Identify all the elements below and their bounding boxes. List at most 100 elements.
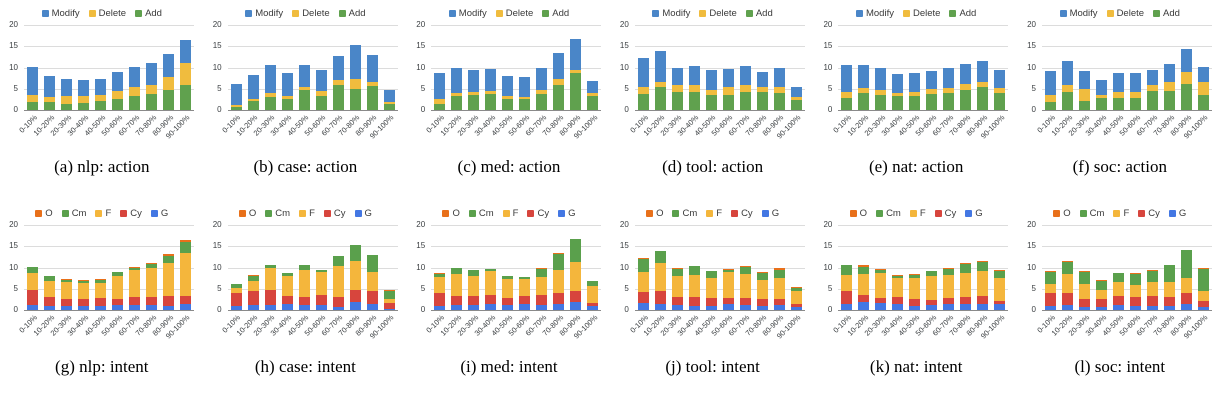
legend-label: O bbox=[859, 207, 868, 219]
bar-segment-cm bbox=[570, 239, 582, 263]
bar-segment-cy bbox=[688, 296, 700, 306]
plot-wrap: 0 5 10 15 20 bbox=[204, 221, 408, 314]
bar-segment-o bbox=[858, 265, 870, 267]
bar-segment-o bbox=[1078, 271, 1090, 273]
stacked-bar bbox=[44, 76, 55, 110]
x-axis: 0-10% 10-20% 20-30% 30-40% 40-50% 50-60% 60-70… bbox=[628, 111, 805, 155]
stacked-bar bbox=[654, 251, 666, 310]
chart-panel: O Cm F Cy G 0 5 10 15 20 0-10% 10-20% 20-30% 30-40%… bbox=[611, 200, 815, 400]
plot-wrap: 0 5 10 15 20 bbox=[407, 221, 611, 314]
bar-segment-f bbox=[722, 272, 734, 298]
bar-segment-f bbox=[112, 276, 123, 299]
bar-segment-cm bbox=[1061, 262, 1073, 275]
y-tick-label: 20 bbox=[212, 20, 222, 29]
y-tick-label: 0 bbox=[420, 305, 426, 314]
y-tick-label: 20 bbox=[416, 220, 426, 229]
stacked-bar bbox=[587, 281, 599, 310]
gridline bbox=[634, 246, 805, 248]
plot-wrap: 0 5 10 15 20 bbox=[0, 21, 204, 114]
stacked-bar bbox=[841, 64, 853, 110]
bar-segment-delete bbox=[773, 86, 785, 93]
bar-segment-cy bbox=[756, 298, 768, 306]
bar-segment-g bbox=[892, 303, 904, 310]
bar-segment-g bbox=[705, 305, 717, 310]
legend-label: Delete bbox=[1116, 7, 1145, 19]
bar-segment-o bbox=[1163, 264, 1175, 266]
stacked-bar bbox=[383, 90, 395, 110]
bar-segment-cm bbox=[485, 269, 497, 271]
gridline bbox=[431, 246, 602, 248]
bar-segment-f bbox=[230, 287, 242, 294]
y-tick-label: 0 bbox=[624, 305, 629, 314]
gridline bbox=[24, 25, 194, 26]
stacked-bar bbox=[264, 64, 276, 110]
bar-segment-cy bbox=[790, 304, 802, 307]
bar-segment-cy bbox=[570, 290, 582, 302]
plot-area bbox=[634, 225, 805, 311]
bar-segment-modify bbox=[180, 40, 191, 64]
y-tick-label: 5 bbox=[827, 283, 833, 293]
legend-item-f: F bbox=[706, 208, 722, 219]
bar-segment-f bbox=[281, 275, 293, 296]
legend-label: Delete bbox=[98, 7, 127, 19]
legend-swatch-icon bbox=[150, 209, 158, 217]
bar-segment-delete bbox=[790, 96, 802, 101]
bar-segment-g bbox=[688, 305, 700, 310]
legend-item-o: O bbox=[35, 208, 53, 219]
stacked-bar bbox=[129, 266, 140, 310]
chart-caption: (k) nat: intent bbox=[869, 357, 963, 376]
bar-segment-f bbox=[1129, 285, 1141, 297]
bar-segment-modify bbox=[315, 69, 327, 91]
bar-segment-add bbox=[451, 95, 463, 110]
bar-segment-delete bbox=[468, 91, 480, 95]
chart-caption: (b) case: action bbox=[253, 157, 358, 176]
chart-panel: Modify Delete Add 0 5 10 15 20 0-10% 10-20% 20-3… bbox=[204, 0, 408, 200]
bar-segment-delete bbox=[95, 95, 106, 101]
gridline bbox=[838, 88, 1009, 90]
stacked-bar bbox=[434, 73, 446, 110]
legend-item-cm: Cm bbox=[265, 208, 290, 219]
bar-segment-cy bbox=[1112, 295, 1124, 305]
bar-segment-o bbox=[1112, 272, 1124, 274]
stacked-bar bbox=[163, 253, 174, 310]
bar-segment-cm bbox=[926, 271, 938, 277]
gridline bbox=[227, 88, 398, 90]
bar-segment-g bbox=[78, 305, 89, 310]
bar-segment-cy bbox=[1095, 299, 1107, 308]
bar-segment-add bbox=[247, 100, 259, 110]
bar-segment-add bbox=[44, 101, 55, 110]
stacked-bar bbox=[688, 65, 700, 110]
legend-item-delete: Delete bbox=[902, 8, 940, 19]
gridline bbox=[227, 267, 398, 269]
legend-swatch-icon bbox=[902, 9, 910, 17]
legend-label: Cm bbox=[275, 207, 291, 219]
bar-segment-g bbox=[637, 302, 649, 310]
bar-segment-modify bbox=[1163, 64, 1175, 82]
y-tick-label: 10 bbox=[416, 62, 426, 72]
legend-item-o: O bbox=[646, 208, 663, 219]
plot-area bbox=[634, 25, 805, 111]
chart-legend: O Cm F Cy G bbox=[611, 207, 815, 219]
stacked-bar bbox=[1163, 264, 1175, 310]
gridline bbox=[431, 288, 602, 290]
plot-area bbox=[431, 225, 602, 311]
x-axis: 0-10% 10-20% 20-30% 30-40% 40-50% 50-60% 60-70… bbox=[424, 111, 601, 155]
bar-segment-cy bbox=[875, 297, 887, 303]
chart-panel: O Cm F Cy G 0 5 10 15 20 0-10% 10-20% 20-30% 30-40%… bbox=[814, 200, 1018, 400]
bar-segment-modify bbox=[27, 66, 38, 96]
bar-segment-f bbox=[1180, 277, 1192, 294]
bar-segment-o bbox=[1197, 267, 1209, 269]
bar-segment-modify bbox=[332, 56, 344, 81]
chart-panel: Modify Delete Add 0 5 10 15 20 0-10% 10-20% 20-3… bbox=[1018, 0, 1222, 200]
stacked-bar bbox=[705, 270, 717, 310]
bar-segment-add bbox=[1180, 84, 1192, 110]
bar-segment-o bbox=[163, 253, 174, 256]
bar-segment-o bbox=[960, 263, 972, 265]
legend-label: Cy bbox=[944, 207, 957, 219]
bar-segment-g bbox=[671, 305, 683, 310]
legend-label: F bbox=[919, 207, 926, 219]
bar-segment-g bbox=[536, 304, 548, 310]
bar-segment-f bbox=[129, 270, 140, 297]
bar-segment-f bbox=[1061, 274, 1073, 294]
y-tick-label: 15 bbox=[1027, 241, 1036, 251]
